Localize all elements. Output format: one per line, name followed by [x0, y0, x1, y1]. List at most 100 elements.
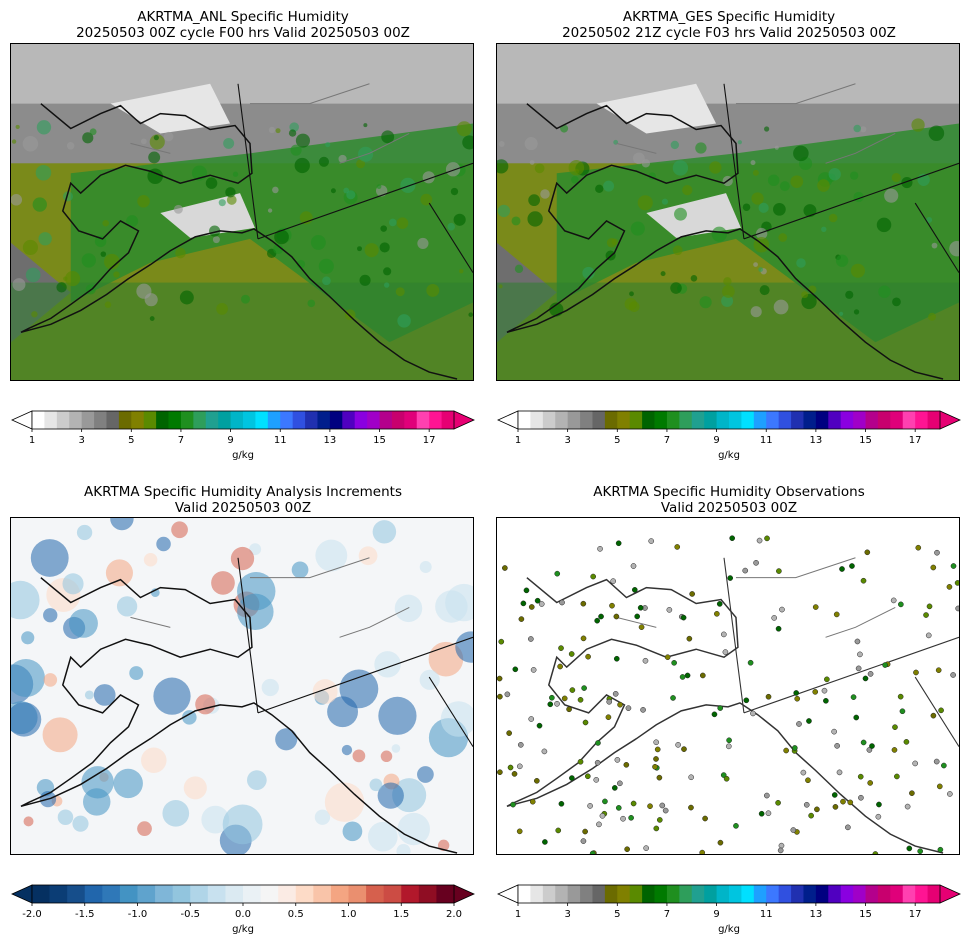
inc-increment-blob — [76, 524, 93, 541]
anl-texture-blob — [380, 225, 387, 232]
ges-texture-blob — [817, 179, 830, 192]
obs-observation-point — [765, 693, 772, 700]
cb-obs-color-step — [853, 885, 866, 903]
colorbar-ges-svg: 1 3 5 7 9 11 13 15 17 — [497, 410, 961, 446]
inc-increment-blob — [201, 805, 230, 834]
ges-texture-blob — [540, 189, 550, 199]
ges-texture-blob — [742, 203, 751, 212]
cb-obs-tick-label: 3 — [564, 909, 570, 920]
obs-observation-point — [630, 800, 637, 807]
cb-ges-color-step — [716, 411, 730, 429]
inc-increment-blob — [291, 561, 309, 579]
obs-observation-point — [855, 665, 862, 672]
cb-inc-color-step — [190, 885, 209, 903]
cb-obs-color-step — [592, 885, 606, 903]
obs-observation-point — [866, 747, 873, 753]
obs-observation-point — [858, 794, 864, 801]
inc-increment-blob — [137, 821, 152, 837]
obs-observation-point — [891, 747, 898, 753]
obs-observation-point — [613, 613, 620, 620]
cb-ges-color-step — [902, 411, 916, 429]
obs-observation-point — [917, 848, 924, 854]
obs-observation-point — [909, 790, 915, 796]
obs-observation-point — [617, 701, 623, 708]
obs-observation-point — [860, 739, 867, 746]
anl-texture-blob — [381, 130, 395, 144]
obs-observation-point — [763, 792, 770, 799]
ges-texture-blob — [778, 233, 788, 242]
panel-title-anl-line2: 20250503 00Z cycle F00 hrs Valid 2025050… — [76, 25, 410, 41]
ges-texture-blob — [850, 263, 866, 278]
anl-texture-blob — [383, 282, 390, 288]
cb-obs-color-step — [555, 885, 569, 903]
obs-observation-point — [790, 827, 797, 833]
cb-ges-color-step — [865, 411, 879, 429]
anl-texture-blob — [175, 247, 186, 259]
obs-observation-point — [727, 575, 734, 581]
ges-texture-blob — [928, 125, 945, 142]
anl-texture-blob — [32, 197, 47, 212]
inc-increment-blob — [417, 766, 434, 783]
obs-observation-point — [684, 672, 691, 679]
obs-observation-point — [580, 838, 587, 844]
inc-increment-blob — [312, 679, 338, 704]
cb-obs-color-step — [716, 885, 730, 903]
inc-increment-blob — [342, 821, 363, 842]
anl-texture-blob — [82, 132, 94, 144]
cb-obs-color-step — [617, 885, 631, 903]
ges-texture-blob — [524, 137, 538, 151]
anl-texture-blob — [216, 303, 228, 315]
ges-texture-blob — [845, 290, 854, 299]
anl-texture-blob — [453, 213, 466, 226]
ges-texture-blob — [529, 160, 535, 165]
cb-ges-color-step — [803, 411, 817, 429]
cb-inc-color-step — [278, 885, 297, 903]
obs-observation-point — [659, 802, 666, 809]
obs-observation-point — [834, 743, 840, 749]
cb-obs-color-step — [753, 885, 767, 903]
obs-borders — [723, 557, 959, 747]
ges-texture-blob — [891, 173, 901, 183]
cb-obs-color-step — [890, 885, 904, 903]
cb-ges-color-step — [666, 411, 680, 429]
obs-observation-point — [558, 645, 564, 651]
obs-observation-point — [775, 625, 782, 632]
cb-anl-color-step — [106, 411, 120, 429]
obs-observation-point — [506, 730, 512, 736]
obs-observation-point — [688, 804, 694, 811]
obs-observation-point — [938, 707, 944, 714]
obs-observation-point — [642, 657, 649, 664]
anl-texture-blob — [445, 162, 461, 177]
cb-anl-color-step — [317, 411, 331, 429]
cb-anl-color-step — [94, 411, 107, 429]
obs-observation-point — [850, 694, 857, 700]
ges-texture-blob — [828, 168, 841, 181]
anl-texture-blob — [275, 128, 281, 134]
cb-inc-tick-label: 0.0 — [235, 909, 251, 920]
cb-obs-color-step — [542, 885, 556, 903]
obs-observation-point — [753, 560, 759, 566]
ges-texture-blob — [926, 216, 933, 223]
anl-texture-blob — [395, 287, 405, 297]
panel-title-ges: AKRTMA_GES Specific Humidity 20250502 21… — [496, 9, 962, 41]
cb-ges-color-step — [815, 411, 829, 429]
obs-observation-point — [831, 728, 837, 735]
obs-observation-point — [634, 613, 641, 620]
panel-title-anl-line1: AKRTMA_ANL Specific Humidity — [137, 9, 349, 25]
cb-anl-tick-label: 9 — [227, 435, 233, 446]
cb-obs-color-step — [580, 885, 593, 903]
anl-texture-blob — [81, 253, 96, 268]
obs-observation-point — [609, 602, 615, 609]
anl-texture-blob — [359, 274, 371, 286]
obs-observation-point — [869, 743, 875, 749]
cb-anl-color-step — [404, 411, 418, 429]
colorbar-increments: -2.0 -1.5 -1.0 -0.5 0.0 0.5 1.0 1.5 2.0 g/kg — [10, 883, 476, 943]
obs-observation-point — [937, 846, 944, 853]
obs-observation-point — [547, 701, 554, 708]
cb-inc-color-step — [102, 885, 121, 903]
cb-obs-color-step — [629, 885, 643, 903]
obs-observation-point — [793, 690, 800, 696]
obs-observation-point — [723, 775, 730, 782]
panel-title-observations-line1: AKRTMA Specific Humidity Observations — [593, 484, 865, 500]
anl-texture-blob — [25, 267, 41, 283]
